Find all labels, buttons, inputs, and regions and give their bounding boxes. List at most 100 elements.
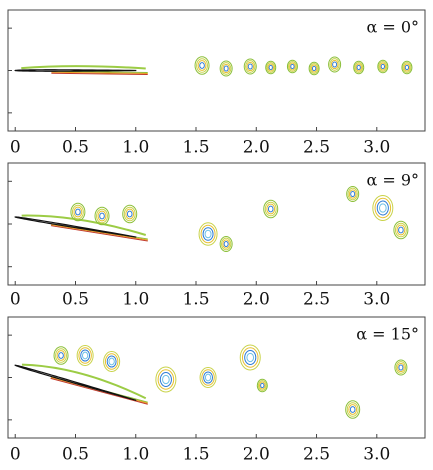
- vortex-contour: [241, 347, 259, 368]
- vortex-contour: [355, 63, 362, 72]
- vortex-contour: [162, 374, 170, 385]
- shear-layer: [21, 214, 147, 236]
- vortex-contour: [157, 369, 175, 390]
- vortex-contour: [290, 63, 295, 70]
- vortex-contour: [123, 206, 136, 222]
- vortex-contour: [394, 359, 408, 376]
- x-tick-label: 1.5: [182, 445, 209, 465]
- x-tick-label: 1.0: [122, 290, 149, 310]
- vortex-contour: [220, 237, 232, 251]
- vortex-contour: [332, 61, 338, 68]
- vortex-contour: [243, 58, 257, 75]
- vortex-contour: [198, 222, 218, 246]
- vortex-contour: [259, 381, 266, 390]
- vortex-contour: [401, 60, 413, 75]
- vortex-contour: [329, 58, 340, 71]
- x-tick-label: 1.0: [122, 138, 149, 158]
- vortex-contour: [53, 346, 69, 365]
- vortex-contour: [266, 62, 276, 73]
- vortex-contour: [246, 61, 255, 72]
- vortex-contour: [354, 62, 364, 73]
- vortex-contour: [404, 64, 410, 71]
- vortex-contour: [396, 224, 406, 236]
- vortex-contour: [310, 64, 318, 73]
- vortex-contour: [94, 206, 110, 226]
- vortex-contour: [201, 369, 215, 386]
- vortex-contour: [288, 61, 297, 72]
- x-tick-label: 3.0: [363, 138, 390, 158]
- vortex-contour: [348, 189, 357, 199]
- x-tick-label: 2.5: [303, 445, 330, 465]
- vortex-contour: [108, 357, 115, 366]
- panel: 0 0.5 1.0 1.5 2.0 2.5 3.0 α = 15°: [7, 316, 426, 465]
- vortex-contour: [204, 229, 212, 239]
- shear-layer: [21, 65, 146, 70]
- vortex-contour: [155, 366, 177, 393]
- vortex-contour: [378, 203, 387, 213]
- x-tick-label: 2.5: [303, 290, 330, 310]
- vortex-contour: [398, 364, 404, 371]
- vortex-contour: [200, 224, 216, 244]
- vortex-contour: [348, 404, 358, 415]
- vortex-contour: [202, 227, 214, 241]
- vortex-contour: [203, 371, 214, 384]
- vortex-contour: [347, 187, 358, 201]
- vortex-contour: [56, 350, 66, 361]
- vortex-contour: [220, 62, 232, 75]
- vortex-contour: [346, 186, 360, 202]
- vortex-contour: [402, 62, 412, 73]
- vortex-contour: [99, 212, 105, 220]
- x-tick-label: 1.5: [182, 290, 209, 310]
- x-tick-label: 1.0: [122, 445, 149, 465]
- vortex-contour: [267, 63, 275, 72]
- vortex-contour: [196, 58, 208, 73]
- vortex-contour: [219, 236, 233, 252]
- vortex-contour: [394, 222, 407, 238]
- vortex-contour: [286, 59, 298, 74]
- wake-shear: [51, 72, 148, 75]
- vortex-contour: [244, 350, 257, 365]
- vortex-contour: [58, 352, 64, 359]
- vortex-contour: [245, 60, 256, 73]
- vortex-contour: [350, 191, 356, 197]
- vortex-contour: [223, 241, 229, 247]
- x-tick-label: 3.0: [363, 445, 390, 465]
- airfoil: [14, 69, 137, 72]
- vortex-contour: [78, 347, 92, 364]
- vortex-contour: [222, 239, 230, 249]
- wake-shear: [50, 225, 148, 242]
- vortex-contour: [309, 63, 319, 74]
- vortex-contour: [374, 197, 392, 219]
- wake-shear: [51, 71, 148, 74]
- vortex-contour: [96, 208, 108, 224]
- vortex-contour: [71, 204, 84, 220]
- vortex-contour: [372, 195, 394, 221]
- panel-frame: [7, 162, 426, 286]
- x-tick-label: 0: [10, 138, 21, 158]
- airfoil: [14, 216, 137, 238]
- vortex-contour: [393, 220, 409, 240]
- vortex-contour: [403, 63, 411, 72]
- vortex-contour: [395, 361, 407, 374]
- vortex-contour: [199, 62, 205, 69]
- vortex-contour: [223, 65, 229, 72]
- x-tick-label: 2.5: [303, 138, 330, 158]
- vortex-contour: [76, 345, 94, 366]
- vortex-contour: [260, 382, 265, 389]
- vortex-contour: [81, 351, 89, 360]
- vortex-contour: [330, 59, 339, 70]
- vortex-contour: [194, 56, 210, 75]
- x-tick-label: 3.0: [363, 290, 390, 310]
- annotation: α = 15°: [356, 325, 419, 344]
- vortex-contour: [289, 62, 296, 71]
- vortex-contour: [265, 60, 277, 75]
- vortex-contour: [159, 372, 172, 387]
- vortex-contour: [219, 60, 233, 77]
- x-tick-label: 0.5: [62, 138, 89, 158]
- annotation: α = 9°: [366, 171, 419, 190]
- vortex-contour: [308, 61, 320, 76]
- vortex-contour: [75, 208, 81, 216]
- vortex-contour: [311, 65, 317, 72]
- vortex-contour: [246, 352, 255, 363]
